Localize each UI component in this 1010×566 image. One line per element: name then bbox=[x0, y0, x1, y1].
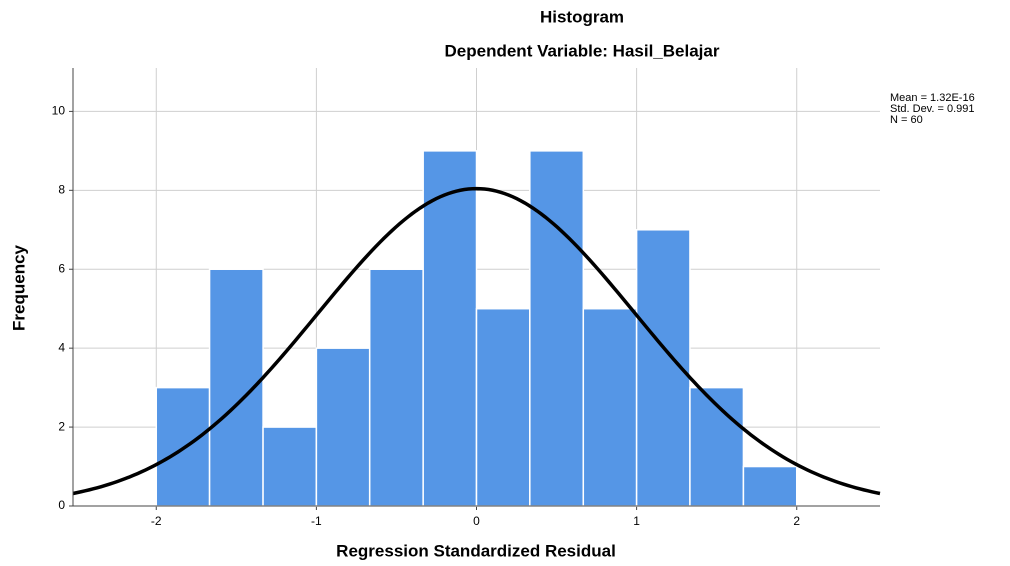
x-tick-label: -2 bbox=[151, 514, 162, 528]
x-tick-label: 0 bbox=[473, 514, 480, 528]
bar bbox=[582, 307, 638, 507]
normal-curve bbox=[72, 186, 881, 496]
y-tick-label: 6 bbox=[58, 261, 65, 275]
y-tick-label: 10 bbox=[52, 104, 66, 118]
chart-title: Histogram bbox=[540, 7, 624, 26]
bar bbox=[315, 347, 371, 507]
bar bbox=[475, 307, 531, 507]
x-tick-label: 2 bbox=[793, 514, 800, 528]
chart-subtitle: Dependent Variable: Hasil_Belajar bbox=[445, 41, 720, 60]
y-axis-label: Frequency bbox=[9, 244, 28, 331]
x-axis-label: Regression Standardized Residual bbox=[336, 541, 616, 560]
x-tick-label: -1 bbox=[311, 514, 322, 528]
x-tick-label: 1 bbox=[633, 514, 640, 528]
stat-label: N = 60 bbox=[890, 114, 923, 126]
y-tick-label: 8 bbox=[58, 182, 65, 196]
y-tick-label: 4 bbox=[58, 340, 65, 354]
bar bbox=[742, 465, 798, 507]
y-tick-label: 0 bbox=[58, 498, 65, 512]
bar bbox=[529, 150, 585, 507]
bar bbox=[368, 268, 424, 507]
y-tick-label: 2 bbox=[58, 419, 65, 433]
stat-label: Std. Dev. = 0.991 bbox=[890, 103, 975, 115]
bar bbox=[262, 426, 318, 507]
stat-label: Mean = 1.32E-16 bbox=[890, 92, 975, 104]
bar bbox=[422, 150, 478, 507]
